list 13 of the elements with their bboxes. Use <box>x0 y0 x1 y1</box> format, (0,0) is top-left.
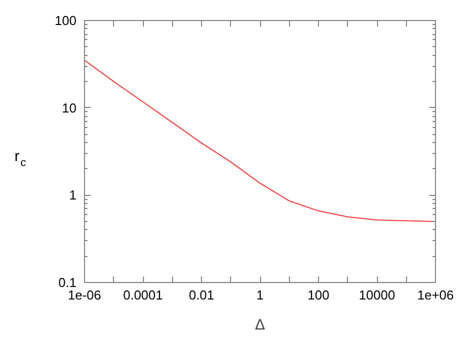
x-tick-label: 0.0001 <box>123 288 163 302</box>
x-tick-label: 1 <box>256 288 264 302</box>
y-tick-label: 10 <box>62 100 77 116</box>
y-tick-label: 0.1 <box>58 275 77 290</box>
x-axis-title: Δ <box>254 316 266 334</box>
x-tick-label: 100 <box>308 288 330 302</box>
y-tick-label: 1 <box>69 188 77 203</box>
x-tick-label: 10000 <box>358 288 396 302</box>
y-tick-label: 100 <box>54 13 77 28</box>
x-tick-label: 1e-06 <box>68 288 102 302</box>
x-tick-label: 0.01 <box>188 288 214 302</box>
x-tick-label: 1e+06 <box>417 288 454 302</box>
line-series <box>84 60 436 222</box>
